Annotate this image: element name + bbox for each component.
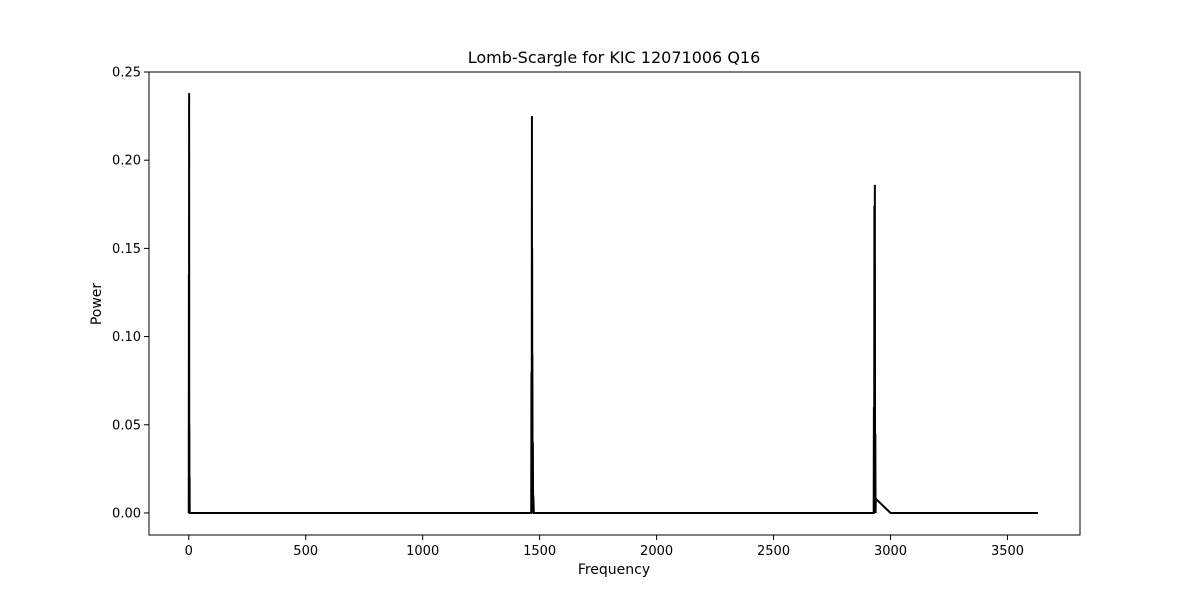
y-tick-label: 0.15: [112, 242, 141, 257]
x-tick-label: 0: [185, 544, 193, 559]
y-tick-label: 0.25: [112, 66, 141, 81]
x-tick-label: 3500: [991, 544, 1024, 559]
y-tick-label: 0.10: [112, 330, 141, 345]
y-tick-label: 0.20: [112, 154, 141, 169]
series-line-0: [187, 93, 1038, 514]
y-axis-ticks: 0.00 0.05 0.10 0.15 0.20 0.25: [112, 66, 149, 521]
x-tick-label: 2500: [757, 544, 790, 559]
x-axis-label: Frequency: [578, 562, 650, 578]
y-tick-label: 0.05: [112, 418, 141, 433]
x-tick-label: 500: [293, 544, 318, 559]
axes-frame: [148, 71, 1081, 536]
x-axis-ticks: 0 500 1000 1500 2000 2500 3000 3500: [185, 535, 1024, 559]
x-tick-label: 1500: [523, 544, 556, 559]
chart-title: Lomb-Scargle for KIC 12071006 Q16: [468, 48, 761, 67]
x-tick-label: 3000: [874, 544, 907, 559]
y-tick-label: 0.00: [112, 506, 141, 521]
y-axis-label: Power: [89, 283, 105, 326]
plot-area: [187, 93, 1038, 514]
x-tick-label: 1000: [406, 544, 439, 559]
x-tick-label: 2000: [640, 544, 673, 559]
